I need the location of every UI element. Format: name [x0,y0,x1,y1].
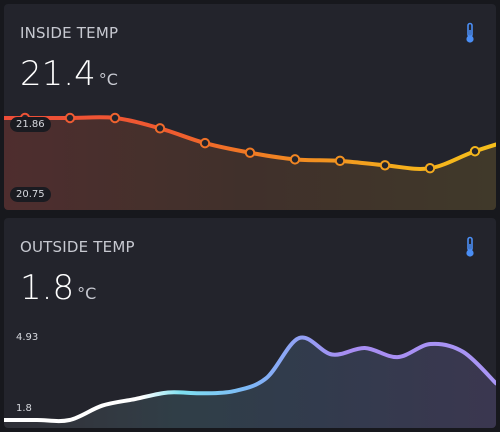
inside-max-label: 21.86 [10,117,51,132]
inside-temp-unit: °C [98,70,118,89]
outside-max-label: 4.93 [16,332,39,343]
outside-temp-chart [4,335,496,428]
inside-temp-point [469,146,481,157]
inside-min-label: 20.75 [10,187,51,202]
inside-temp-title: INSIDE TEMP [20,24,119,42]
thermometer-icon [466,22,474,43]
outside-temp-line [4,335,496,424]
outside-temp-card[interactable]: OUTSIDE TEMP 1.8 °C 4.93 [4,218,496,428]
outside-min-label: 1.8 [16,403,32,414]
inside-temp-point [64,112,76,124]
inside-temp-value: 21.4 [20,54,96,94]
inside-temp-chart [4,112,496,210]
inside-temp-point [334,155,346,167]
outside-temp-area [4,337,496,428]
inside-temp-point [244,147,256,158]
inside-temp-area [4,117,496,210]
thermometer-icon [466,236,474,257]
outside-temp-reading: 1.8 °C [20,268,96,308]
inside-temp-point [379,160,391,171]
inside-temp-point [154,123,166,134]
inside-temp-point [289,154,301,165]
inside-temp-point [109,112,121,124]
outside-temp-value: 1.8 [20,268,75,308]
inside-temp-reading: 21.4 °C [20,54,118,94]
outside-temp-title: OUTSIDE TEMP [20,238,135,256]
inside-temp-point [424,163,436,174]
inside-temp-card[interactable]: INSIDE TEMP 21.4 °C 21.86 20.75 [4,4,496,210]
inside-temp-point [199,137,211,149]
outside-temp-unit: °C [77,284,97,303]
